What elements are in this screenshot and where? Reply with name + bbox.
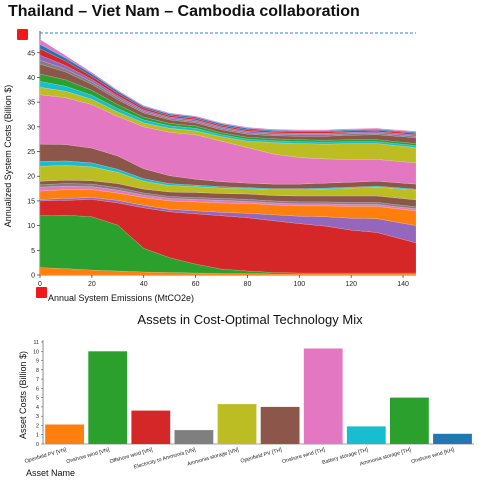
bar-y-tick-label: 7: [36, 377, 39, 383]
area-x-tick-label: 20: [88, 281, 96, 288]
bar[interactable]: [260, 406, 300, 444]
area-layer-21[interactable]: [39, 39, 417, 133]
bar-category-label: Openfield PV [VN]: [24, 447, 67, 465]
bar-y-tick-label: 6: [36, 386, 39, 392]
area-x-axis-label: Annual System Emissions (MtCO2e): [48, 293, 194, 303]
bar-chart-title: Assets in Cost-Optimal Technology Mix: [137, 312, 363, 327]
bar-chart: Assets in Cost-Optimal Technology Mix 0 1…: [18, 312, 474, 478]
area-y-tick-label: 25: [27, 149, 35, 156]
area-y-tick-label: 40: [27, 75, 35, 82]
bar-category-label: Openfield PV [TH]: [240, 447, 283, 465]
area-y-tick-label: 45: [27, 50, 35, 57]
bar[interactable]: [346, 426, 386, 444]
area-chart: 0 20 40 60 80 100 120 140 0 5 10 15 20 25 30 35 40 45 Ann…: [3, 31, 417, 303]
area-x-tick-label: 60: [192, 281, 200, 288]
bar-y-tick-label: 10: [33, 349, 39, 355]
area-y-tick-label: 35: [27, 100, 35, 107]
area-y-tick-label: 30: [27, 124, 35, 131]
area-y-tick-label: 0: [31, 273, 35, 280]
area-y-tick-label: 20: [27, 174, 35, 181]
bar[interactable]: [433, 433, 472, 444]
area-x-tick-label: 140: [397, 281, 409, 288]
bar-y-tick-label: 0: [36, 442, 39, 448]
x-axis-handle-marker[interactable]: [36, 287, 47, 298]
bar-y-tick-label: 4: [36, 405, 39, 411]
bar-y-axis-label: Asset Costs (Billion $): [18, 351, 28, 439]
reference-handle-marker[interactable]: [17, 29, 28, 40]
bar[interactable]: [131, 410, 171, 444]
bar-category-label: Onshore wind [KH]: [411, 447, 456, 465]
bar-y-tick-label: 9: [36, 359, 39, 365]
area-y-tick-label: 15: [27, 198, 35, 205]
bar-category-label: Onshore wind [TH]: [282, 447, 327, 465]
page-title: Thailand – Viet Nam – Cambodia collabora…: [8, 3, 360, 20]
area-chart-layers: [39, 39, 417, 276]
area-y-tick-label: 5: [31, 248, 35, 255]
bar[interactable]: [88, 351, 128, 444]
area-y-tick-label: 10: [27, 223, 35, 230]
bar[interactable]: [390, 397, 429, 444]
bar-y-tick-label: 2: [36, 423, 39, 429]
bar[interactable]: [303, 348, 343, 445]
bar-x-axis-label: Asset Name: [26, 468, 75, 478]
bar[interactable]: [45, 424, 84, 445]
bar-y-tick-label: 11: [34, 340, 40, 346]
bar-y-tick-label: 3: [36, 414, 39, 420]
bar-chart-bars: [45, 348, 472, 445]
area-chart-ticks: 0 20 40 60 80 100 120 140 0 5 10 15 20 25 30 35 40 45: [27, 50, 409, 288]
area-x-tick-label: 80: [244, 281, 252, 288]
bar-category-label: Onshore wind [VN]: [66, 447, 111, 465]
bar[interactable]: [217, 404, 257, 444]
area-x-tick-label: 100: [293, 281, 305, 288]
bar-y-tick-label: 8: [36, 368, 39, 374]
bar-y-tick-label: 1: [36, 433, 39, 439]
area-y-axis-label: Annualized System Costs (Billion $): [3, 85, 13, 228]
area-x-tick-label: 40: [140, 281, 148, 288]
bar[interactable]: [174, 430, 214, 444]
bar-y-tick-label: 5: [36, 396, 39, 402]
area-x-tick-label: 120: [345, 281, 357, 288]
area-x-tick-label: 0: [38, 281, 42, 288]
